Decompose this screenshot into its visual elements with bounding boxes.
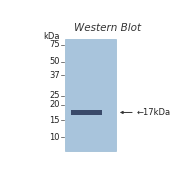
Bar [71,110,102,115]
Text: 10: 10 [49,133,60,142]
Text: kDa: kDa [43,33,60,42]
Text: 75: 75 [49,40,60,49]
Text: Western Blot: Western Blot [74,23,141,33]
Text: ←17kDa: ←17kDa [136,108,171,117]
Text: 50: 50 [49,57,60,66]
Text: 20: 20 [49,100,60,109]
Text: 37: 37 [49,71,60,80]
Text: 25: 25 [49,91,60,100]
Bar [65,39,116,151]
Text: 15: 15 [49,116,60,125]
